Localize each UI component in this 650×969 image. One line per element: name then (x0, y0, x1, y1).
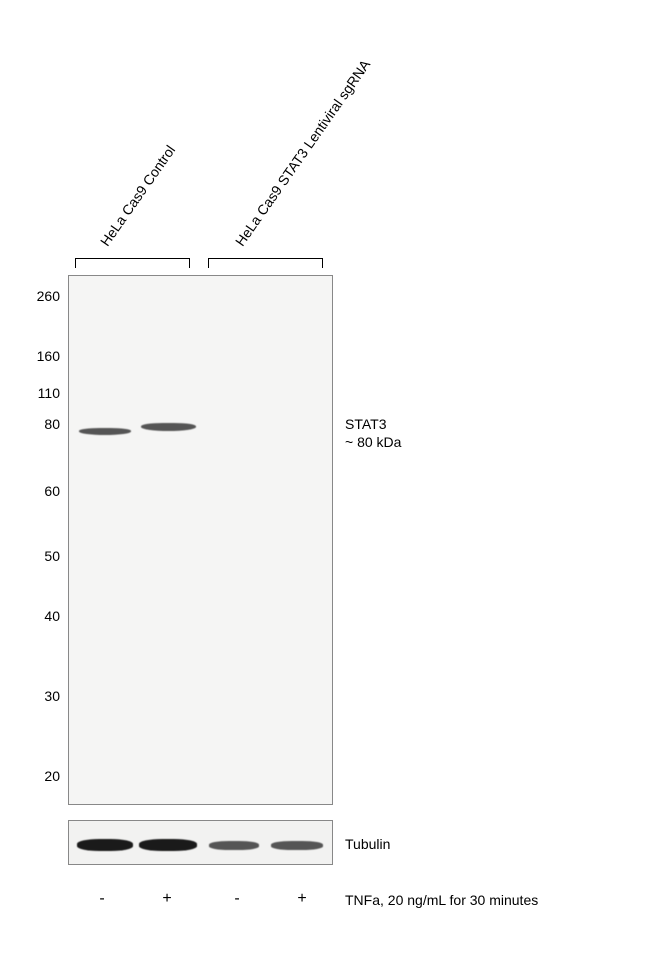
band-tubulin-lane1 (77, 839, 133, 851)
tubulin-label: Tubulin (345, 835, 390, 853)
sample-label-control: HeLa Cas9 Control (97, 142, 178, 249)
mw-160: 160 (30, 348, 60, 364)
band-tubulin-lane3 (209, 841, 259, 850)
bracket-control (75, 258, 190, 268)
treatment-lane3: - (227, 890, 247, 908)
stat3-kda-text: ~ 80 kDa (345, 434, 401, 450)
mw-260: 260 (30, 288, 60, 304)
mw-80: 80 (30, 416, 60, 432)
stat3-text: STAT3 (345, 416, 387, 432)
band-tubulin-lane4 (271, 841, 323, 850)
treatment-condition-label: TNFa, 20 ng/mL for 30 minutes (345, 892, 538, 908)
mw-30: 30 (30, 688, 60, 704)
blot-main (68, 275, 333, 805)
treatment-lane4: + (292, 890, 312, 908)
treatment-lane2: + (157, 890, 177, 908)
mw-40: 40 (30, 608, 60, 624)
mw-110: 110 (30, 385, 60, 401)
blot-tubulin (68, 820, 333, 865)
treatment-lane1: - (92, 890, 112, 908)
band-stat3-lane2 (141, 423, 196, 431)
mw-50: 50 (30, 548, 60, 564)
mw-20: 20 (30, 768, 60, 784)
bracket-sgrna (208, 258, 323, 268)
sample-label-sgrna: HeLa Cas9 STAT3 Lentiviral sgRNA (232, 57, 373, 249)
band-stat3-lane1 (79, 428, 131, 435)
figure-container: HeLa Cas9 Control HeLa Cas9 STAT3 Lentiv… (0, 0, 650, 969)
mw-60: 60 (30, 483, 60, 499)
stat3-label: STAT3 ~ 80 kDa (345, 415, 401, 451)
band-tubulin-lane2 (139, 839, 197, 851)
